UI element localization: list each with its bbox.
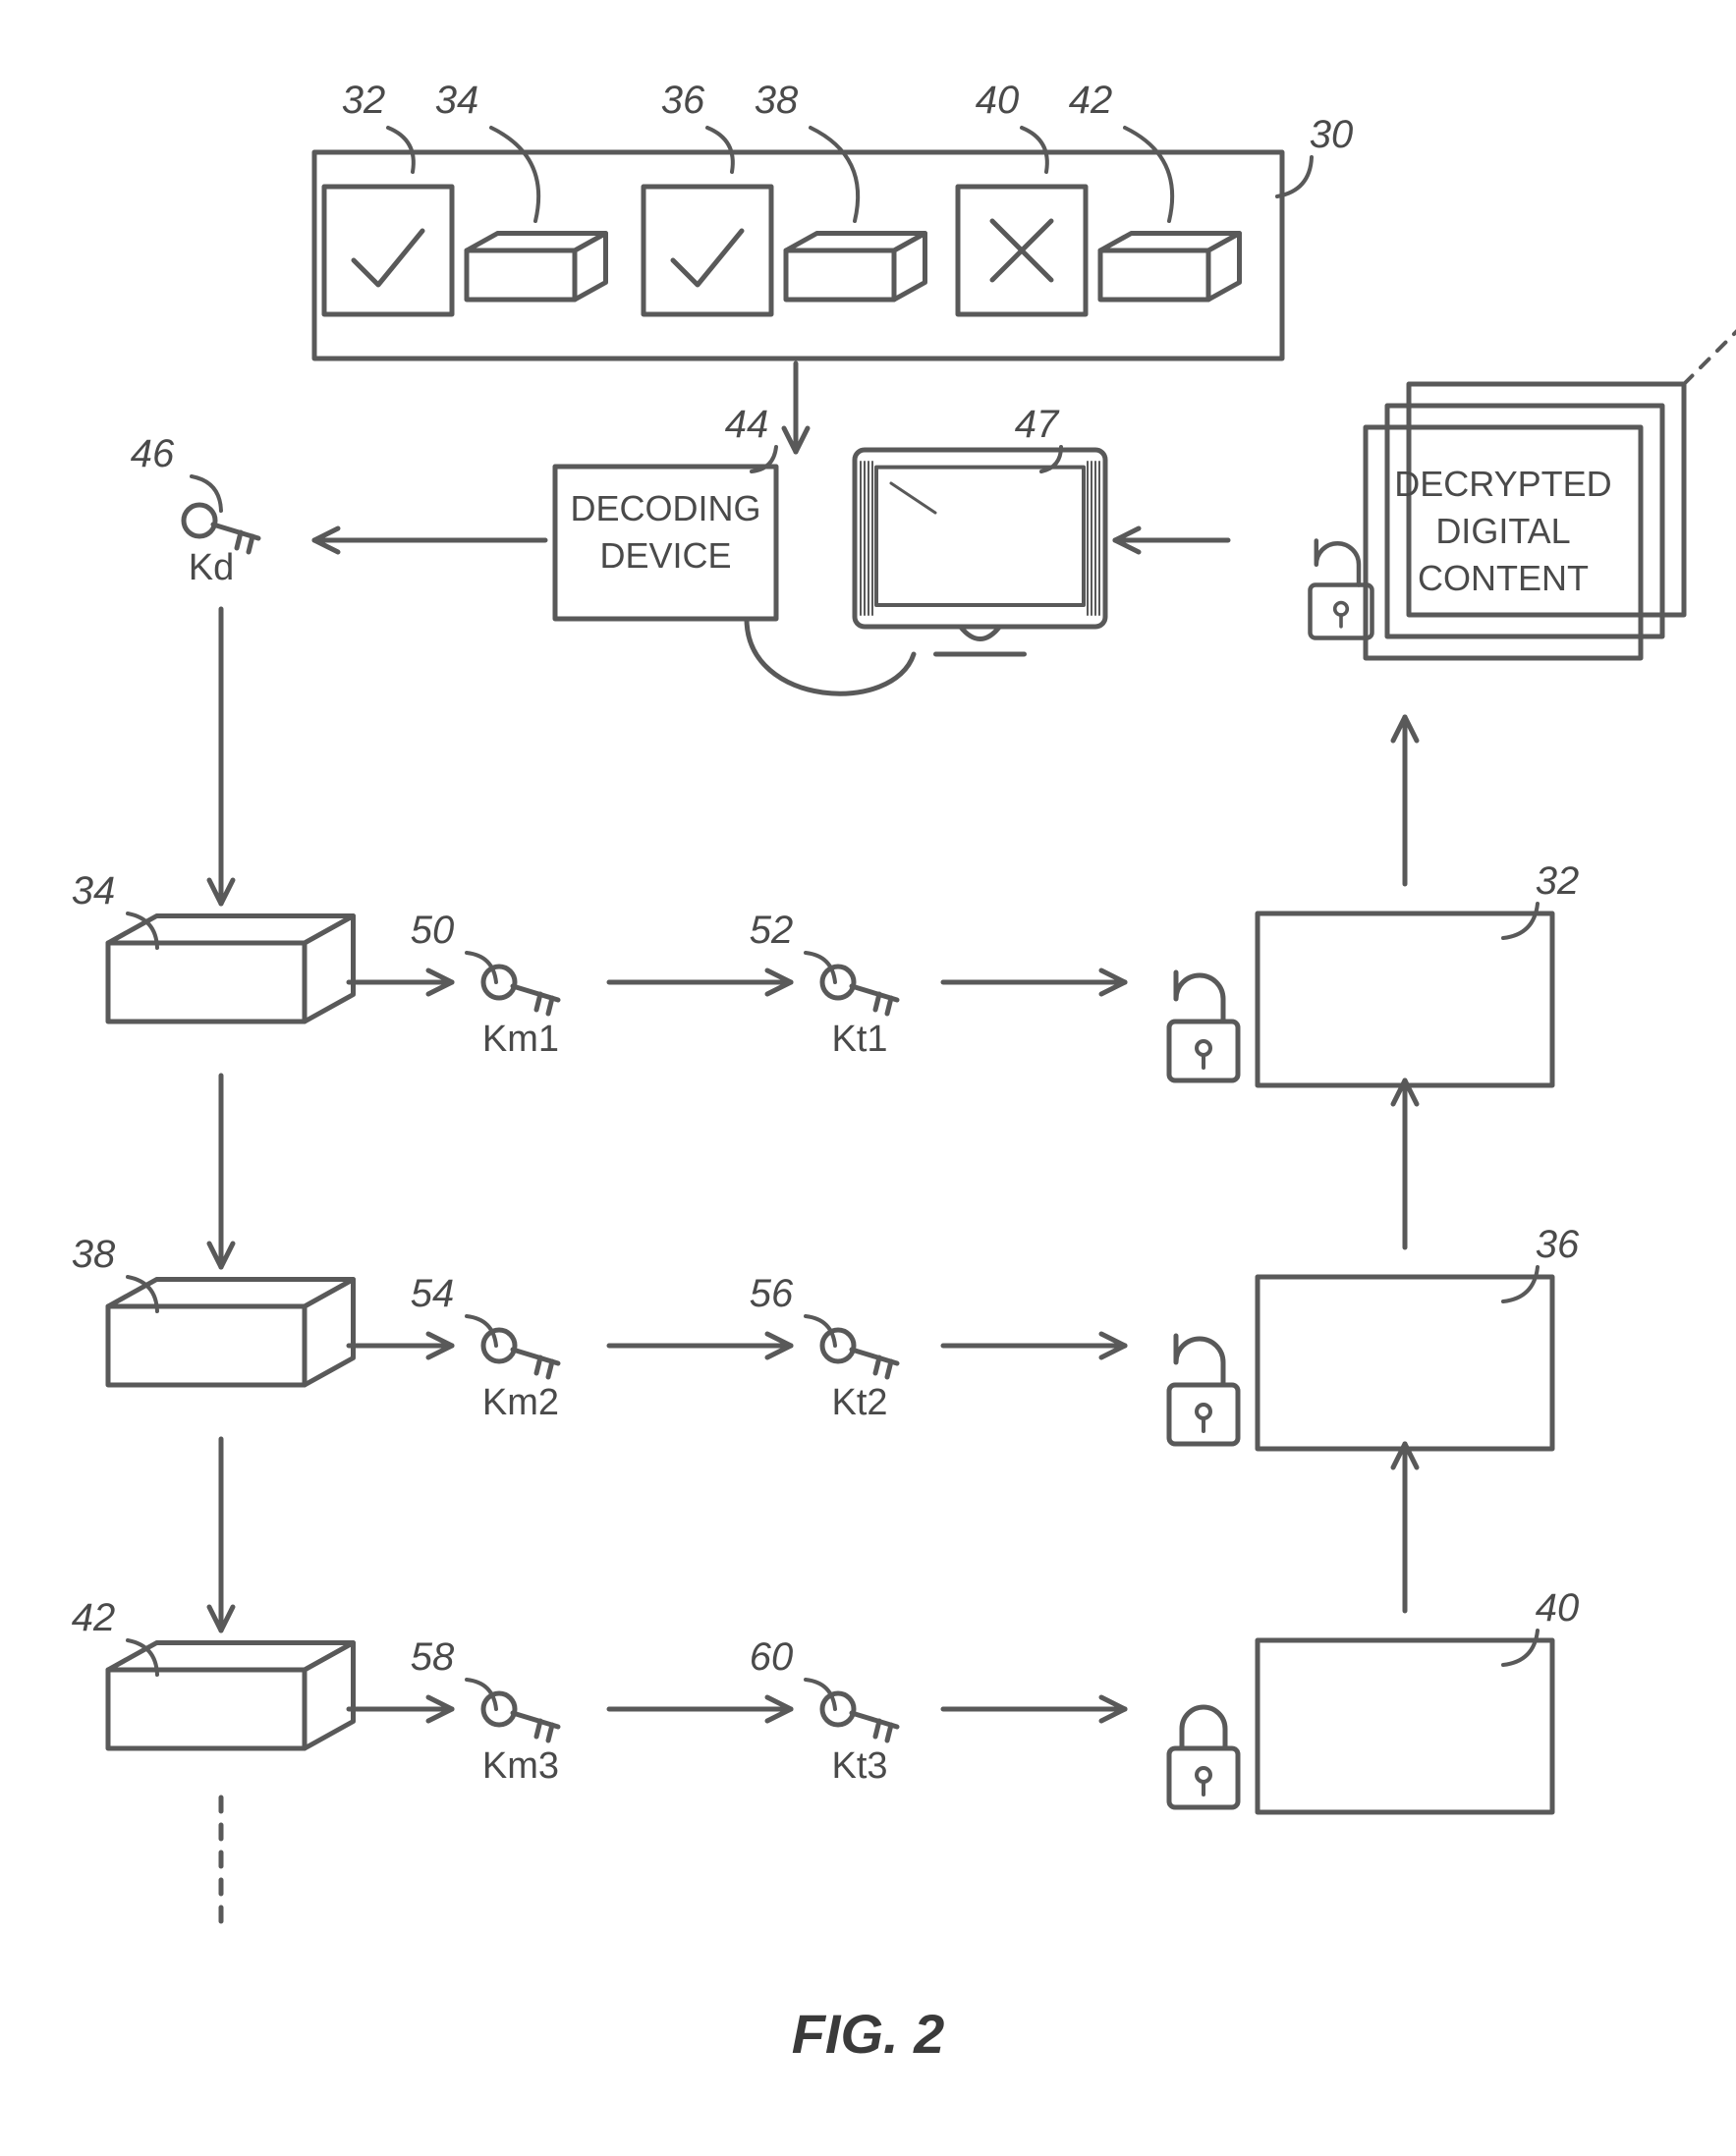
- top-container: [314, 152, 1282, 359]
- card-icon: [644, 187, 771, 314]
- ref-number: 40: [976, 79, 1020, 122]
- arrow-icon: [209, 1439, 233, 1631]
- ref-number: 34: [435, 79, 479, 122]
- block-icon: [108, 1643, 354, 1749]
- ref-number: 47: [1015, 403, 1060, 446]
- figure-label: FIG. 2: [792, 2003, 945, 2065]
- arrow-icon: [943, 1334, 1125, 1357]
- ref-number: 36: [1536, 1223, 1580, 1266]
- block-icon: [786, 234, 925, 301]
- ref-number: 60: [750, 1635, 794, 1679]
- ref-number: 40: [1536, 1586, 1580, 1630]
- decrypted-label: DECRYPTED: [1394, 464, 1611, 504]
- ref-number: 46: [131, 432, 175, 475]
- arrow-icon: [349, 1697, 452, 1721]
- ref-number: 32: [1536, 859, 1580, 903]
- block-icon: [1100, 234, 1240, 301]
- kt-label: Kt2: [831, 1382, 887, 1423]
- check-icon: [673, 231, 742, 285]
- ref-number: 56: [750, 1272, 794, 1315]
- arrow-icon: [609, 1334, 791, 1357]
- cable-icon: [747, 619, 914, 693]
- arrow-icon: [209, 1076, 233, 1267]
- ref-number: 30: [1310, 113, 1354, 156]
- arrow-icon: [349, 1334, 452, 1357]
- ref-number: 44: [725, 403, 769, 446]
- arrow-icon: [784, 363, 808, 452]
- block-icon: [108, 916, 354, 1023]
- block-icon: [467, 234, 606, 301]
- arrow-icon: [943, 1697, 1125, 1721]
- arrow-icon: [209, 609, 233, 904]
- ref-number: 52: [750, 909, 794, 952]
- decrypted-label: CONTENT: [1418, 558, 1589, 598]
- open-lock-icon: [1169, 972, 1238, 1080]
- decoding-device-label: DEVICE: [599, 535, 731, 576]
- km-label: Km2: [482, 1382, 559, 1423]
- arrow-icon: [349, 970, 452, 994]
- ref-number: 54: [411, 1272, 455, 1315]
- arrow-icon: [1393, 1080, 1417, 1247]
- closed-lock-icon: [1169, 1707, 1238, 1807]
- open-lock-icon: [1169, 1336, 1238, 1444]
- arrow-icon: [609, 970, 791, 994]
- ref-number: 34: [72, 869, 116, 912]
- block-icon: [108, 1280, 354, 1386]
- card-icon: [324, 187, 452, 314]
- ref-number: 36: [661, 79, 705, 122]
- check-icon: [354, 231, 422, 285]
- kt-label: Kt1: [831, 1019, 887, 1060]
- kt-label: Kt3: [831, 1745, 887, 1787]
- ref-number: 42: [72, 1596, 116, 1639]
- decoding-device-label: DECODING: [570, 488, 760, 528]
- km-label: Km1: [482, 1019, 559, 1060]
- ref-number: 32: [342, 79, 386, 122]
- ref-number: 50: [411, 909, 455, 952]
- ref-number: 38: [755, 79, 799, 122]
- kd-label: Kd: [189, 547, 234, 588]
- arrow-icon: [1393, 1444, 1417, 1611]
- arrow-icon: [609, 1697, 791, 1721]
- x-icon: [992, 221, 1051, 280]
- ref-number: 58: [411, 1635, 455, 1679]
- open-lock-icon: [1311, 541, 1372, 638]
- arrow-icon: [1115, 528, 1228, 552]
- decrypted-label: DIGITAL: [1435, 511, 1570, 551]
- ref-number: 38: [72, 1233, 116, 1276]
- km-label: Km3: [482, 1745, 559, 1787]
- arrow-icon: [314, 528, 545, 552]
- arrow-icon: [1393, 717, 1417, 884]
- monitor-icon: [855, 450, 1105, 654]
- ref-number: 42: [1069, 79, 1113, 122]
- arrow-icon: [943, 970, 1125, 994]
